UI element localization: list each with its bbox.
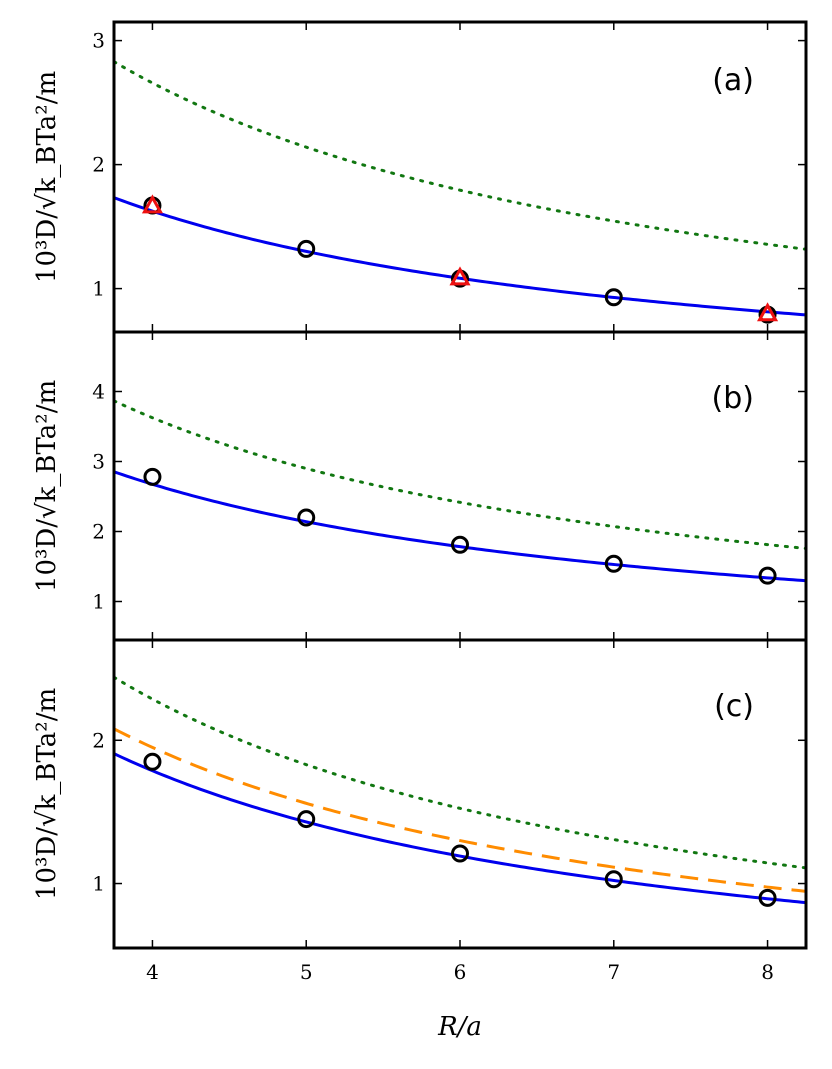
- marker-circle-a: [604, 288, 623, 307]
- panel-b: (b) 1 2 3 4 10³D/√k_BTa²/m: [32, 330, 808, 642]
- curve-solid-b: [114, 470, 806, 583]
- y-tick-label-c: 2: [92, 728, 105, 752]
- marker-circle-b: [758, 566, 777, 585]
- marker-triangle-a: [757, 302, 779, 322]
- marker-triangle-a: [141, 194, 163, 214]
- marker-circle-b: [297, 508, 316, 527]
- plot-frame-b: [112, 330, 808, 642]
- marker-circle-c: [604, 870, 623, 889]
- panel-a: (a) 1 2 3 10³D/√k_BTa²/m: [32, 20, 808, 334]
- curve-solid-a: [114, 196, 806, 317]
- marker-circle-b: [604, 554, 623, 573]
- y-tick-label-c: 1: [92, 872, 105, 896]
- x-axis-title: R/a: [437, 1012, 482, 1042]
- x-tick-label: 4: [146, 960, 159, 984]
- marker-circle-c: [451, 844, 469, 863]
- curve-solid-c: [114, 752, 806, 905]
- curve-dotted-a: [114, 60, 806, 251]
- x-tick-label: 5: [300, 960, 313, 984]
- panel-c: (c) 1 2 4 5 6 7 8 10³D/√k_BTa²/m: [32, 638, 808, 984]
- y-tick-label-b: 1: [92, 590, 105, 614]
- y-tick-label-a: 3: [92, 29, 105, 53]
- panel-label-c: (c): [714, 689, 754, 724]
- x-tick-label: 6: [454, 960, 467, 984]
- y-tick-label-a: 1: [92, 277, 105, 301]
- y-tick-label-b: 3: [92, 450, 105, 474]
- y-axis-title-b: 10³D/√k_BTa²/m: [32, 380, 62, 592]
- y-axis-title-c: 10³D/√k_BTa²/m: [32, 688, 62, 900]
- marker-circle-b: [143, 467, 162, 486]
- x-tick-label: 8: [761, 960, 774, 984]
- panel-label-a: (a): [712, 63, 754, 98]
- marker-triangle-a: [449, 266, 471, 286]
- y-axis-title-a: 10³D/√k_BTa²/m: [32, 71, 62, 283]
- marker-circle-a: [297, 239, 316, 258]
- x-tick-label: 7: [607, 960, 620, 984]
- curve-dotted-b: [114, 399, 806, 550]
- y-tick-label-b: 4: [92, 380, 105, 404]
- y-tick-label-b: 2: [92, 520, 105, 544]
- marker-circle-b: [451, 535, 469, 554]
- curve-dashed-c: [114, 727, 806, 893]
- y-tick-label-a: 2: [92, 153, 105, 177]
- marker-circle-c: [758, 888, 777, 907]
- marker-circle-c: [297, 810, 316, 829]
- plot-frame-c: [112, 638, 808, 950]
- marker-circle-c: [143, 752, 162, 771]
- curve-dotted-c: [114, 675, 806, 870]
- panel-label-b: (b): [712, 381, 754, 416]
